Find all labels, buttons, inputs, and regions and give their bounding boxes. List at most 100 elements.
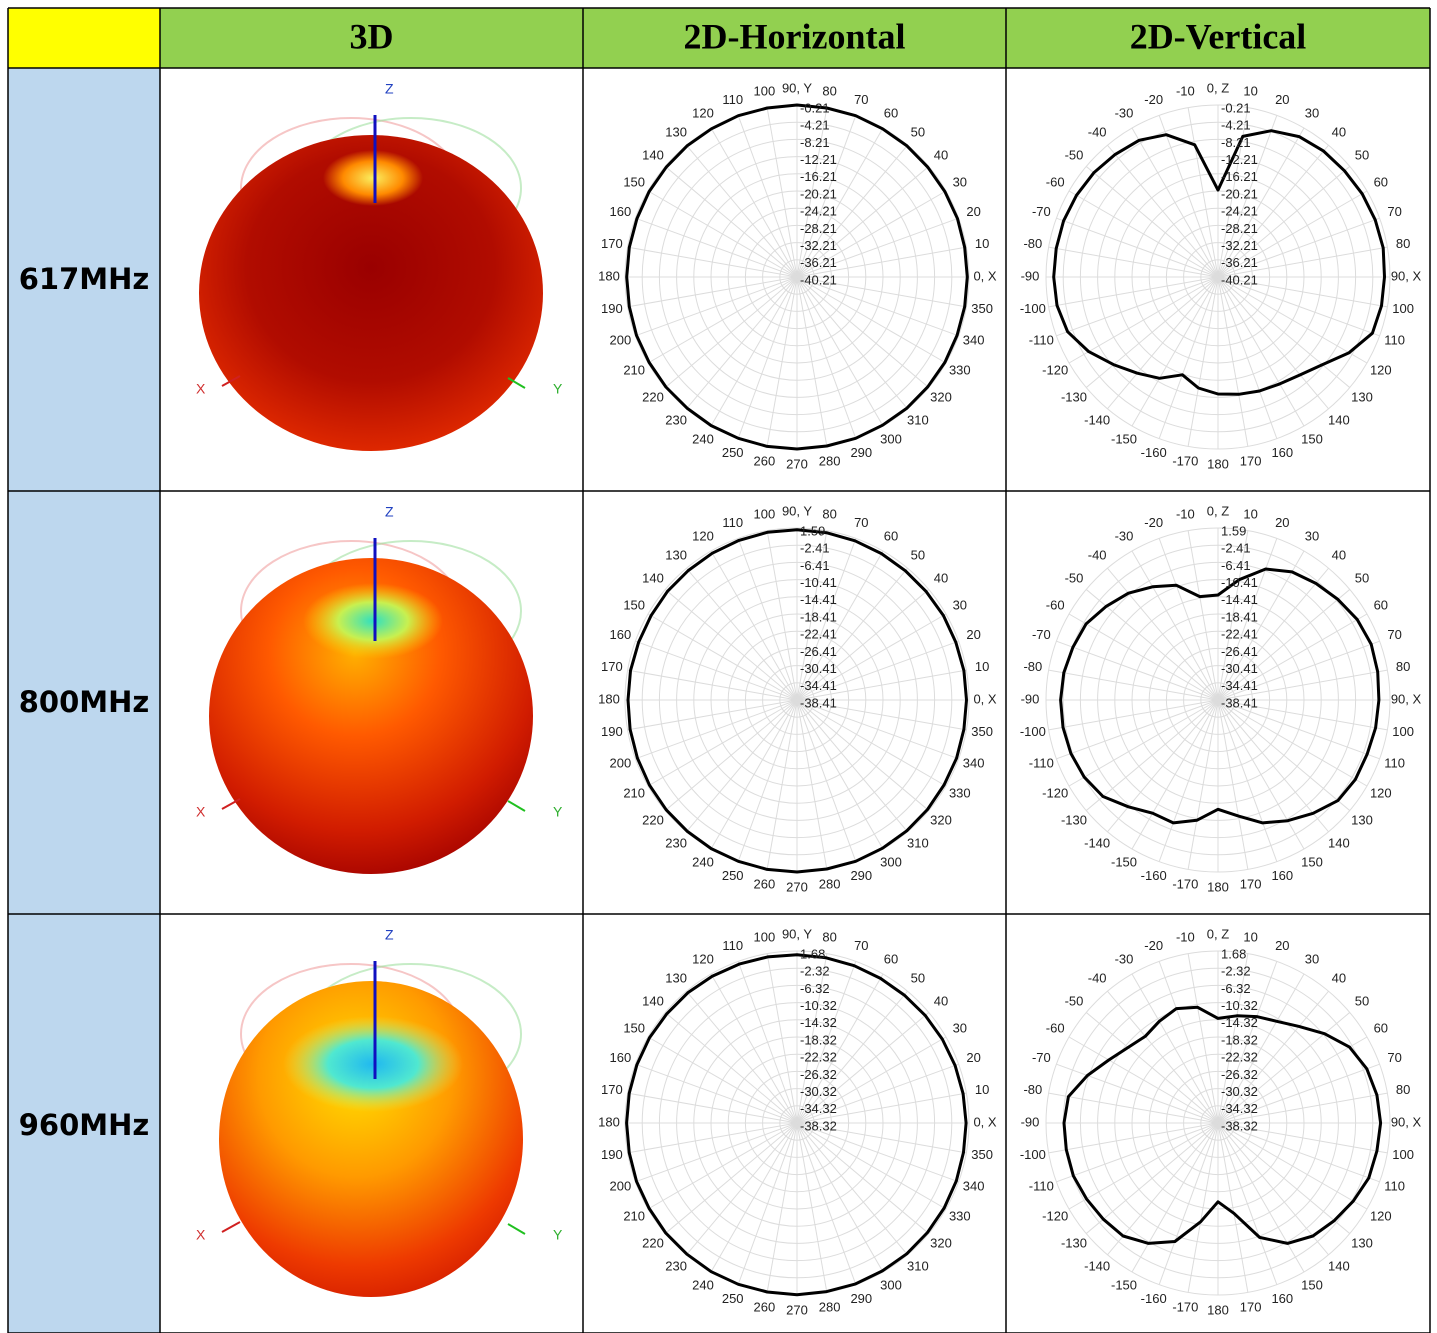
angle-label: 20 (966, 204, 980, 219)
angle-label: 320 (930, 389, 952, 404)
radial-grid (1056, 640, 1219, 701)
angle-label: 160 (609, 1050, 631, 1065)
angle-label: 310 (907, 835, 929, 850)
radial-grid (1048, 669, 1219, 701)
pattern-trace (1052, 129, 1386, 396)
radial-grid (796, 166, 930, 278)
scale-label: -0.21 (800, 100, 830, 115)
radial-grid (796, 276, 908, 410)
angle-label: 70 (1387, 1050, 1401, 1065)
angle-label: 260 (754, 454, 776, 469)
angle-label: 230 (665, 1258, 687, 1273)
radial-grid (1217, 1012, 1351, 1124)
angle-label: 350 (971, 724, 993, 739)
radial-grid (796, 1063, 959, 1124)
angle-label: -150 (1111, 431, 1137, 446)
scale-label: -22.41 (1221, 627, 1258, 642)
header-cell (583, 8, 1006, 68)
angle-label: -130 (1061, 1235, 1087, 1250)
radial-grid (1158, 1122, 1219, 1285)
scale-label: -16.21 (1221, 169, 1258, 184)
angle-label: 160 (1271, 1291, 1293, 1306)
radial-grid (627, 276, 798, 308)
angle-label: 90, X (1391, 691, 1422, 706)
radial-grid (647, 276, 798, 364)
angle-label: 40 (934, 148, 948, 163)
radial-grid (647, 190, 798, 278)
angle-label: -120 (1042, 785, 1068, 800)
radial-grid (686, 990, 798, 1124)
radial-grid (1187, 699, 1219, 870)
radial-grid (1107, 144, 1219, 278)
radial-grid (1217, 276, 1351, 388)
angle-label: 280 (819, 1300, 841, 1315)
angle-label: 100 (1392, 1147, 1414, 1162)
angle-label: -130 (1061, 812, 1087, 827)
radial-grid (1187, 276, 1219, 447)
angle-label: 210 (623, 1208, 645, 1223)
angle-label: -110 (1029, 1179, 1054, 1194)
angle-label: 0, X (973, 691, 996, 706)
angle-label: 90, X (1391, 268, 1422, 283)
angle-label: 210 (623, 362, 645, 377)
angle-label: 30 (953, 597, 967, 612)
radial-grid (796, 538, 857, 701)
angle-label: -20 (1144, 938, 1163, 953)
angle-label: 110 (722, 938, 743, 953)
radial-grid (796, 115, 857, 278)
angle-label: 110 (1384, 756, 1405, 771)
radial-grid (635, 640, 798, 701)
radial-grid (1056, 699, 1219, 760)
y-axis (507, 377, 526, 389)
angle-label: 80 (1396, 659, 1410, 674)
angle-label: 0, Z (1207, 503, 1229, 518)
angle-label: 190 (601, 301, 623, 316)
angle-label: -170 (1172, 1300, 1198, 1315)
frequency-label: 800MHz (19, 685, 150, 719)
radial-grid (1158, 538, 1219, 701)
angle-label: 50 (911, 547, 925, 562)
radial-grid (796, 589, 930, 701)
angle-label: -100 (1020, 301, 1046, 316)
radial-grid (1217, 1122, 1368, 1210)
radial-grid (1217, 166, 1351, 278)
angle-label: 150 (1301, 854, 1323, 869)
radial-grid (1217, 550, 1305, 701)
scale-label: -2.32 (800, 964, 830, 979)
axis-label: X (196, 804, 206, 820)
angle-label: 90, Y (782, 80, 812, 95)
radial-grid (1217, 699, 1329, 833)
pattern-trace (625, 103, 969, 451)
angle-label: 250 (722, 1291, 744, 1306)
header-text: 2D-Vertical (1130, 16, 1307, 56)
angle-label: 290 (850, 1291, 872, 1306)
angle-label: 0, X (973, 1114, 996, 1129)
scale-label: -26.32 (800, 1067, 837, 1082)
radial-grid (796, 1122, 930, 1234)
angle-label: -120 (1042, 362, 1068, 377)
angle-label: 150 (1301, 431, 1323, 446)
angle-label: 0, Z (1207, 80, 1229, 95)
angle-label: 80 (1396, 1082, 1410, 1097)
angle-label: 180 (1207, 1302, 1229, 1317)
radial-grid (1107, 567, 1219, 701)
angle-label: 10 (1243, 83, 1257, 98)
scale-label: -6.32 (800, 981, 830, 996)
angle-label: -70 (1032, 627, 1051, 642)
angle-label: -150 (1111, 1277, 1137, 1292)
angle-label: -60 (1046, 174, 1065, 189)
radial-grid (1217, 640, 1380, 701)
radial-grid (796, 190, 947, 278)
pattern-3d-top (303, 583, 443, 659)
angle-label: 140 (642, 148, 664, 163)
radial-grid (1217, 538, 1278, 701)
radial-grid (796, 973, 884, 1124)
radial-grid (635, 217, 798, 278)
scale-label: -6.32 (1221, 981, 1251, 996)
radial-grid (796, 1012, 930, 1124)
angle-label: 60 (1374, 174, 1388, 189)
radial-grid (1187, 1122, 1219, 1293)
angle-label: 150 (1301, 1277, 1323, 1292)
angle-label: 140 (1328, 1258, 1350, 1273)
radial-grid (1217, 961, 1278, 1124)
